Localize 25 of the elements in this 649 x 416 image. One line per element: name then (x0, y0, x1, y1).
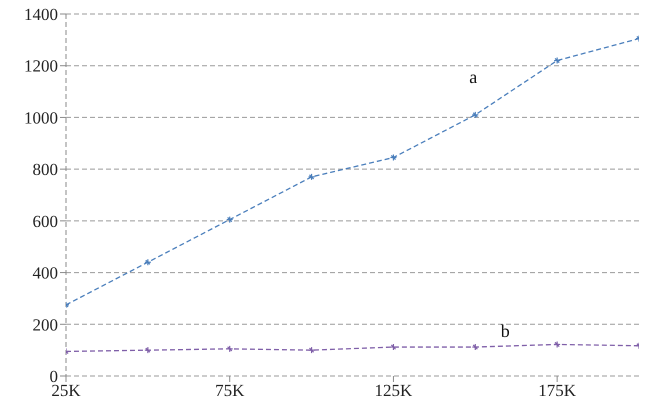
point (144, 346, 152, 354)
point (390, 154, 398, 162)
y-tick-label: 1200 (24, 56, 58, 76)
point (554, 340, 561, 348)
series-label: a (469, 66, 478, 87)
x-tick-label: 75K (215, 381, 246, 400)
x-tick-label: 175K (538, 381, 577, 400)
y-tick-label: 1000 (24, 108, 58, 128)
point (554, 56, 561, 64)
point (472, 111, 479, 118)
point (308, 173, 316, 180)
y-tick-label: 800 (32, 160, 58, 180)
point (390, 343, 398, 351)
y-tick-label: 1400 (24, 5, 58, 24)
point (472, 343, 479, 351)
x-tick-label: 25K (51, 381, 82, 400)
point (226, 345, 234, 352)
series-label: b (500, 321, 510, 342)
x-tick-label: 125K (374, 381, 414, 400)
point (144, 258, 152, 266)
y-tick-label: 200 (32, 315, 58, 334)
point (226, 216, 234, 224)
y-tick-label: 400 (32, 264, 58, 283)
y-tick-label: 600 (32, 212, 58, 231)
point (308, 346, 316, 354)
